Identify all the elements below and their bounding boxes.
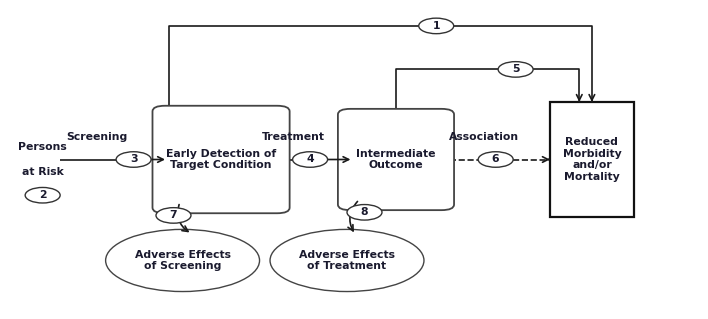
Circle shape — [418, 18, 454, 34]
Text: Persons: Persons — [18, 142, 67, 152]
Circle shape — [156, 208, 191, 223]
Text: Reduced
Morbidity
and/or
Mortality: Reduced Morbidity and/or Mortality — [563, 137, 621, 182]
Circle shape — [116, 152, 151, 167]
Text: Association: Association — [448, 132, 518, 142]
Text: Adverse Effects
of Treatment: Adverse Effects of Treatment — [299, 250, 395, 271]
Text: Treatment: Treatment — [262, 132, 325, 142]
Circle shape — [347, 204, 382, 220]
Circle shape — [292, 152, 328, 167]
Text: Adverse Effects
of Screening: Adverse Effects of Screening — [135, 250, 231, 271]
Text: 1: 1 — [433, 21, 440, 31]
Text: 8: 8 — [361, 207, 368, 217]
Ellipse shape — [270, 229, 424, 292]
Text: Intermediate
Outcome: Intermediate Outcome — [356, 149, 435, 170]
Text: 4: 4 — [307, 154, 314, 165]
Circle shape — [25, 188, 60, 203]
Text: 6: 6 — [492, 154, 500, 165]
Text: 7: 7 — [170, 211, 177, 220]
Text: Screening: Screening — [67, 132, 127, 142]
Circle shape — [478, 152, 513, 167]
FancyBboxPatch shape — [152, 106, 290, 213]
Text: 3: 3 — [130, 154, 137, 165]
Bar — [550, 102, 634, 217]
Text: at Risk: at Risk — [22, 167, 64, 177]
Text: Early Detection of
Target Condition: Early Detection of Target Condition — [166, 149, 276, 170]
Ellipse shape — [105, 229, 260, 292]
Text: 2: 2 — [39, 190, 47, 200]
Circle shape — [498, 62, 533, 77]
Text: 5: 5 — [512, 64, 520, 74]
FancyBboxPatch shape — [338, 109, 454, 210]
